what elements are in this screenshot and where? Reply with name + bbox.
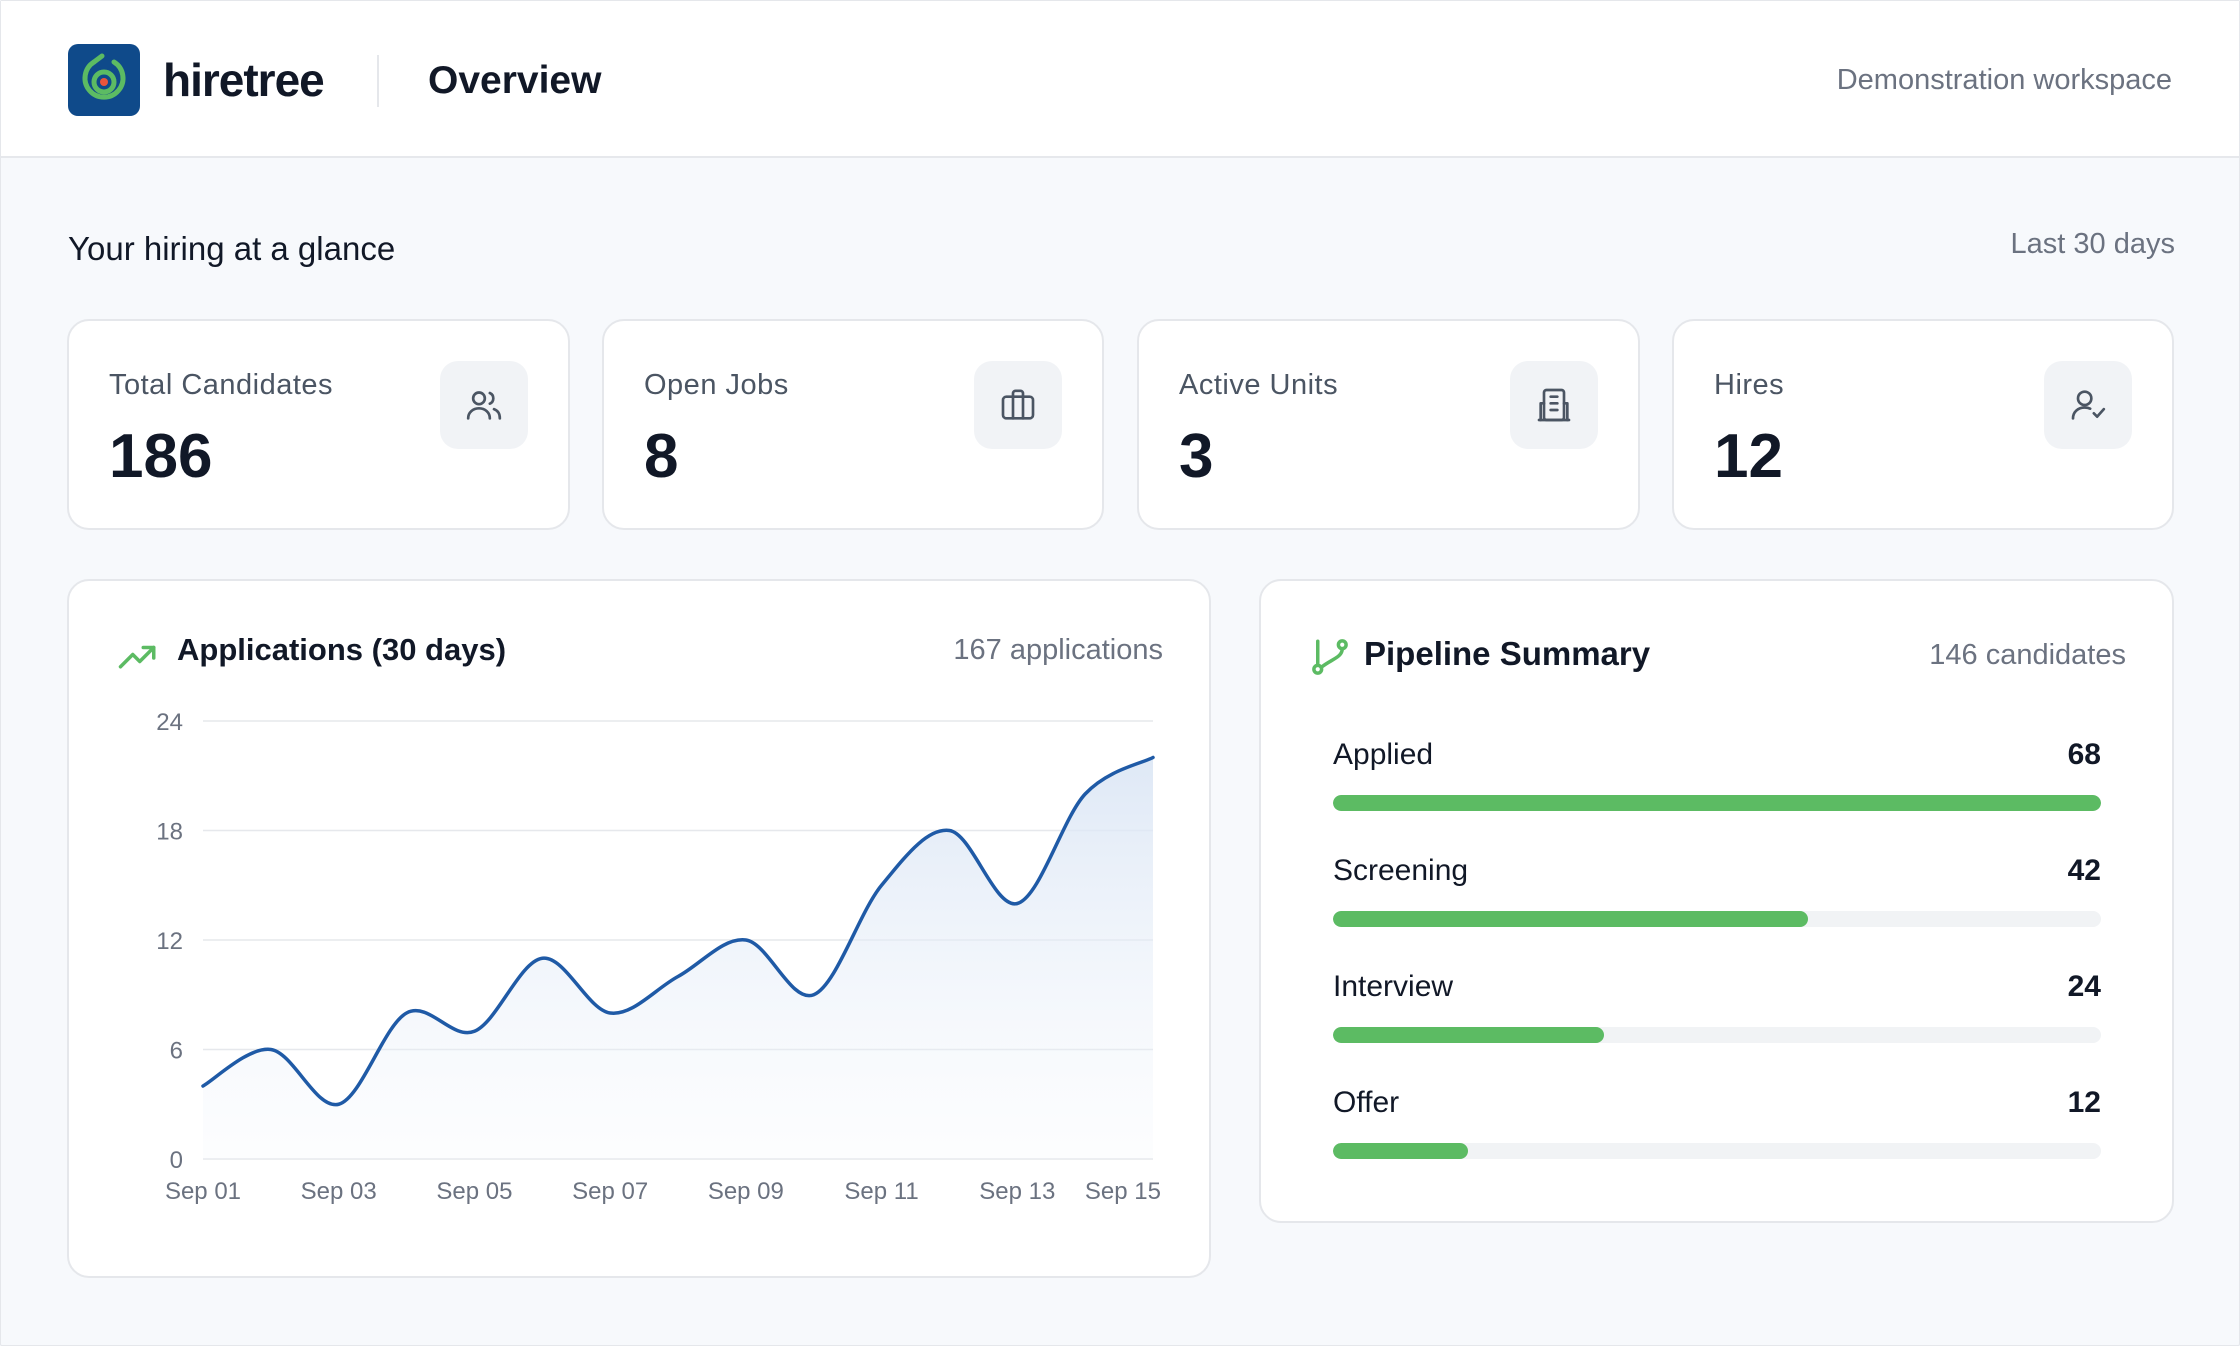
chart-title: Applications (30 days) <box>177 632 507 667</box>
stage-name: Screening <box>1333 854 1469 887</box>
stat-card-hires[interactable]: Hires 12 <box>1672 319 2174 530</box>
y-tick-label: 0 <box>170 1147 183 1174</box>
stage-progress-fill <box>1333 1027 1605 1043</box>
stage-count: 42 <box>2067 854 2101 887</box>
x-tick-label: Sep 09 <box>708 1178 784 1205</box>
stat-card-active-units[interactable]: Active Units 3 <box>1137 319 1640 530</box>
pipeline-candidates-count: 146 candidates <box>1929 639 2126 671</box>
x-tick-label: Sep 13 <box>979 1178 1055 1205</box>
stage-name: Interview <box>1333 970 1454 1003</box>
stat-value: 3 <box>1179 422 1214 491</box>
y-tick-label: 6 <box>170 1038 183 1065</box>
page-title: Overview <box>428 59 602 102</box>
x-tick-label: Sep 15 <box>1085 1178 1161 1205</box>
data-point[interactable] <box>532 948 552 968</box>
pipeline-stage-offer[interactable]: Offer 12 <box>1333 1085 2101 1165</box>
stage-count: 24 <box>2067 970 2101 1003</box>
logo-mark-icon <box>82 53 126 100</box>
stat-value: 12 <box>1714 422 1783 491</box>
stat-label: Hires <box>1714 369 1785 401</box>
applications-chart-card: Applications (30 days) 167 applications … <box>67 579 1211 1278</box>
building-icon <box>1537 388 1571 422</box>
stage-progress-track <box>1333 795 2101 811</box>
data-point[interactable] <box>668 967 688 987</box>
data-point[interactable] <box>1143 748 1163 768</box>
y-tick-label: 24 <box>156 709 183 736</box>
stat-icon-box <box>440 361 528 449</box>
stage-progress-fill <box>1333 911 1808 927</box>
data-point[interactable] <box>872 875 892 895</box>
stat-card-total-candidates[interactable]: Total Candidates 186 <box>67 319 570 530</box>
trending-up-icon <box>118 645 156 669</box>
applications-count: 167 applications <box>953 634 1163 666</box>
stat-icon-box <box>2044 361 2132 449</box>
data-point[interactable] <box>329 1094 349 1114</box>
pipeline-title: Pipeline Summary <box>1364 635 1651 672</box>
stage-progress-fill <box>1333 795 2101 811</box>
pipeline-summary-card: Pipeline Summary 146 candidates Applied … <box>1259 579 2174 1223</box>
brand-name: hiretree <box>163 54 325 106</box>
x-tick-label: Sep 11 <box>844 1178 918 1205</box>
pipeline-stage-applied[interactable]: Applied 68 <box>1333 737 2101 817</box>
stage-count: 12 <box>2067 1086 2101 1119</box>
data-point[interactable] <box>1075 784 1095 804</box>
data-point[interactable] <box>397 1003 417 1023</box>
stat-value: 186 <box>109 422 213 491</box>
stat-icon-box <box>1510 361 1598 449</box>
header-divider <box>377 55 379 107</box>
data-point[interactable] <box>464 1021 484 1041</box>
x-tick-label: Sep 07 <box>572 1178 648 1205</box>
stat-value: 8 <box>644 422 679 491</box>
area-fill <box>203 757 1153 1159</box>
stage-count: 68 <box>2067 738 2101 771</box>
stat-icon-box <box>974 361 1062 449</box>
stat-card-open-jobs[interactable]: Open Jobs 8 <box>602 319 1104 530</box>
y-tick-label: 18 <box>156 819 183 846</box>
stat-label: Active Units <box>1179 369 1339 401</box>
stage-name: Offer <box>1333 1086 1400 1119</box>
section-title: Your hiring at a glance <box>68 230 396 267</box>
data-point[interactable] <box>193 1076 213 1096</box>
top-bar: hiretree Overview Demonstration workspac… <box>1 1 2239 158</box>
x-tick-label: Sep 01 <box>165 1178 241 1205</box>
pipeline-stage-interview[interactable]: Interview 24 <box>1333 969 2101 1049</box>
git-branch-icon <box>1312 639 1348 675</box>
applications-series-line <box>201 755 1155 1107</box>
stage-progress-fill <box>1333 1143 1469 1159</box>
stage-name: Applied <box>1333 738 1434 771</box>
briefcase-icon <box>1001 389 1035 420</box>
data-point[interactable] <box>600 1003 620 1023</box>
user-check-icon <box>2071 390 2106 420</box>
hiretree-logo[interactable] <box>68 44 140 116</box>
data-point[interactable] <box>804 985 824 1005</box>
stage-progress-track <box>1333 911 2101 927</box>
x-tick-label: Sep 05 <box>436 1178 512 1205</box>
stat-label: Total Candidates <box>109 369 334 401</box>
pipeline-stage-screening[interactable]: Screening 42 <box>1333 853 2101 933</box>
applications-line-chart: 0 6 12 18 24 Sep 01 Sep 03 Sep 05 Sep 07 Sep 09 Se… <box>156 709 1163 1205</box>
stage-progress-track <box>1333 1143 2101 1159</box>
stage-progress-track <box>1333 1027 2101 1043</box>
data-point[interactable] <box>736 930 756 950</box>
data-point[interactable] <box>939 821 959 841</box>
users-icon <box>466 391 502 420</box>
data-point[interactable] <box>1007 894 1027 914</box>
data-point[interactable] <box>261 1040 281 1060</box>
workspace-label[interactable]: Demonstration workspace <box>1836 64 2172 96</box>
date-range-label[interactable]: Last 30 days <box>2010 228 2175 260</box>
x-tick-label: Sep 03 <box>301 1178 377 1205</box>
y-tick-label: 12 <box>156 928 183 955</box>
stat-label: Open Jobs <box>644 369 789 401</box>
